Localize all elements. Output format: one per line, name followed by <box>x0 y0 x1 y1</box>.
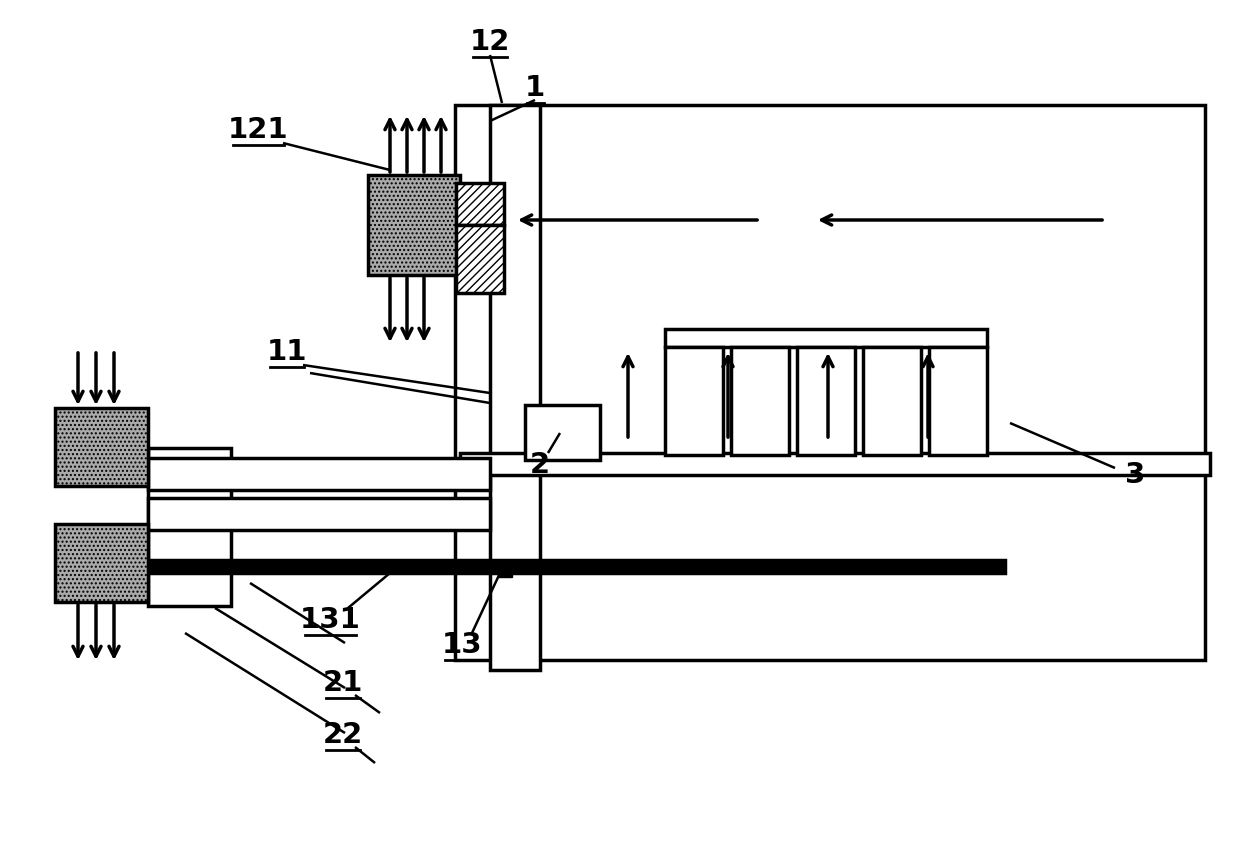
Text: 121: 121 <box>228 116 289 144</box>
Bar <box>665 347 723 455</box>
Bar <box>148 458 490 490</box>
Bar <box>460 453 1210 475</box>
Text: 13: 13 <box>441 631 482 659</box>
Bar <box>368 175 460 275</box>
Bar <box>732 347 789 455</box>
Bar <box>929 347 987 455</box>
Text: 1: 1 <box>525 74 546 102</box>
Text: 3: 3 <box>1125 461 1146 489</box>
Bar <box>55 408 148 486</box>
Bar <box>863 347 921 455</box>
Text: 131: 131 <box>300 606 361 634</box>
Bar <box>455 105 1205 660</box>
Text: 2: 2 <box>529 451 551 479</box>
Text: 11: 11 <box>267 338 308 366</box>
Bar <box>525 405 600 460</box>
Bar <box>797 347 856 455</box>
Text: 12: 12 <box>470 28 510 56</box>
Bar <box>665 329 987 347</box>
Bar <box>148 498 490 530</box>
Bar <box>490 105 539 670</box>
Text: 21: 21 <box>322 669 363 697</box>
Bar <box>456 183 503 225</box>
Bar <box>148 448 231 606</box>
Text: 22: 22 <box>322 721 363 749</box>
Bar <box>456 225 503 293</box>
Bar <box>498 563 512 577</box>
Bar <box>148 560 1004 573</box>
Bar <box>55 524 148 602</box>
